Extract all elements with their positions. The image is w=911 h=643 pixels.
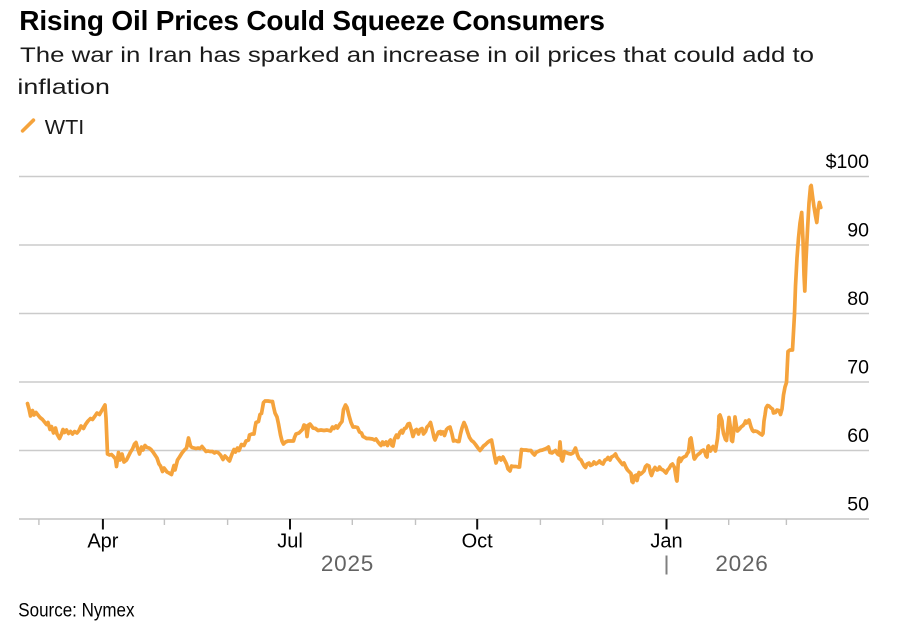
svg-text:2026: 2026 [715, 551, 768, 576]
svg-text:60: 60 [847, 425, 869, 447]
svg-text:50: 50 [847, 493, 869, 515]
svg-text:Source: Nymex: Source: Nymex [18, 600, 135, 621]
svg-text:70: 70 [847, 356, 869, 378]
svg-text:90: 90 [847, 219, 869, 241]
svg-text:WTI: WTI [45, 117, 85, 139]
svg-text:Jul: Jul [277, 531, 303, 553]
svg-text:2025: 2025 [321, 551, 374, 576]
svg-text:Oct: Oct [462, 531, 494, 553]
svg-text:Apr: Apr [87, 531, 118, 553]
svg-text:Rising Oil Prices Could Squeez: Rising Oil Prices Could Squeeze Consumer… [19, 5, 604, 36]
svg-text:The war in Iran has sparked an: The war in Iran has sparked an increase … [20, 43, 814, 67]
svg-text:inflation: inflation [17, 75, 109, 99]
svg-text:80: 80 [847, 288, 869, 310]
svg-text:$100: $100 [826, 151, 870, 173]
svg-text:Jan: Jan [650, 531, 682, 553]
